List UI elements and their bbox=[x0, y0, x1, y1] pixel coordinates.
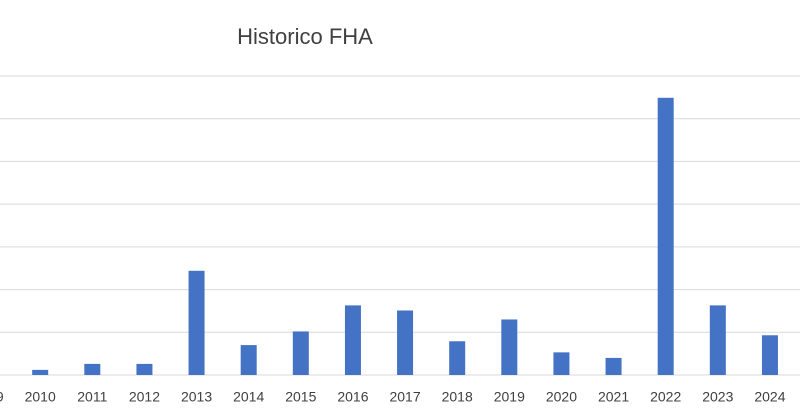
x-tick-label: 2012 bbox=[129, 389, 160, 405]
x-tick-label: 2024 bbox=[754, 389, 785, 405]
bar bbox=[709, 305, 726, 375]
x-tick-label: 2021 bbox=[598, 389, 629, 405]
x-tick-label: 2016 bbox=[337, 389, 368, 405]
bar bbox=[292, 331, 309, 375]
x-tick-label: 2019 bbox=[494, 389, 525, 405]
x-tick-label: 2020 bbox=[546, 389, 577, 405]
bar bbox=[449, 341, 466, 375]
x-tick-label: 2013 bbox=[181, 389, 212, 405]
x-tick-label: 2014 bbox=[233, 389, 264, 405]
x-tick-label: 2009 bbox=[0, 389, 4, 405]
bar bbox=[605, 357, 622, 375]
bar bbox=[136, 363, 153, 375]
x-tick-label: 2023 bbox=[702, 389, 733, 405]
x-tick-label: 2011 bbox=[77, 389, 107, 405]
bar bbox=[344, 305, 361, 375]
bar bbox=[501, 319, 518, 375]
x-tick-label: 2022 bbox=[650, 389, 681, 405]
x-tick-label: 2015 bbox=[285, 389, 316, 405]
bar bbox=[32, 369, 49, 375]
bar bbox=[84, 363, 101, 375]
x-tick-label: 2017 bbox=[389, 389, 420, 405]
x-tick-label: 2018 bbox=[442, 389, 473, 405]
bar bbox=[553, 352, 570, 375]
bar bbox=[188, 270, 205, 375]
x-tick-label: 2010 bbox=[25, 389, 56, 405]
bar bbox=[761, 335, 778, 375]
bar bbox=[240, 345, 257, 375]
bar bbox=[657, 97, 674, 375]
chart-title: Historico FHA bbox=[237, 24, 373, 49]
bar bbox=[397, 310, 414, 375]
